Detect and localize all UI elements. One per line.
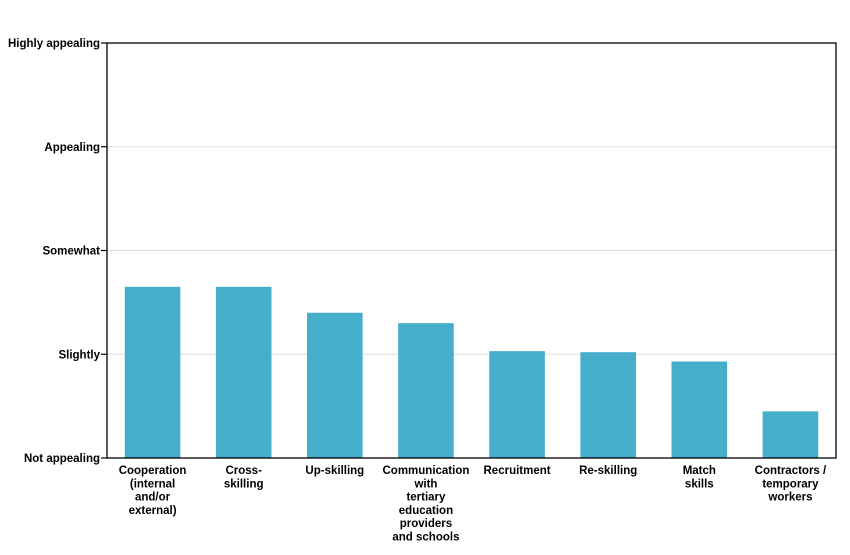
x-tick-label-line: workers bbox=[767, 492, 812, 504]
y-axis: Highly appealing Appealing Somewhat Slightl… bbox=[8, 38, 107, 465]
bar bbox=[580, 352, 636, 458]
x-tick-label: Recruitment bbox=[484, 465, 551, 477]
y-tick-label: Somewhat bbox=[42, 246, 100, 258]
bar bbox=[307, 312, 363, 458]
bar bbox=[124, 286, 181, 458]
x-tick-label-line: Communication bbox=[382, 465, 469, 477]
x-tick-label-line: temporary bbox=[762, 478, 819, 490]
x-tick-label: Communication with tertiary education provid… bbox=[382, 465, 469, 544]
x-tick-label-line: skilling bbox=[224, 478, 264, 490]
x-tick-label-line: and schools bbox=[392, 532, 459, 544]
x-tick-label-line: with bbox=[413, 478, 437, 490]
x-tick-label-line: education bbox=[399, 505, 453, 517]
x-tick-label: Cooperation (internal and/or external) bbox=[119, 465, 187, 517]
x-axis: Cooperation (internal and/or external) Cross… bbox=[119, 465, 827, 544]
bar bbox=[215, 286, 272, 458]
x-tick-label-line: Recruitment bbox=[484, 465, 551, 477]
bar bbox=[489, 351, 545, 458]
y-tick-label: Slightly bbox=[58, 349, 100, 361]
bar bbox=[762, 411, 819, 458]
y-tick-label: Highly appealing bbox=[8, 38, 100, 50]
x-tick-label-line: tertiary bbox=[406, 492, 446, 504]
x-tick-label-line: external) bbox=[129, 505, 177, 517]
x-tick-label-line: skills bbox=[685, 478, 714, 490]
x-tick-label: Re-skilling bbox=[579, 465, 637, 477]
x-tick-label-line: (internal bbox=[130, 478, 175, 490]
x-tick-label-line: Match bbox=[683, 465, 716, 477]
bars bbox=[124, 286, 819, 458]
y-tick-label: Not appealing bbox=[24, 453, 100, 465]
x-tick-label: Match skills bbox=[683, 465, 716, 490]
x-tick-label-line: providers bbox=[400, 518, 452, 530]
x-tick-label: Up-skilling bbox=[305, 465, 364, 477]
x-tick-label-line: Cooperation bbox=[119, 465, 187, 477]
x-tick-label-line: Contractors / bbox=[755, 465, 827, 477]
bar bbox=[398, 323, 454, 458]
x-tick-label: Cross-skilling bbox=[224, 465, 264, 490]
y-tick-label: Appealing bbox=[44, 142, 100, 154]
x-tick-label-line: Cross- bbox=[225, 465, 262, 477]
x-tick-label-line: and/or bbox=[135, 492, 171, 504]
bar bbox=[671, 361, 728, 458]
x-tick-label-line: Up-skilling bbox=[305, 465, 364, 477]
x-tick-label: Contractors / temporary workers bbox=[755, 465, 827, 504]
x-tick-label-line: Re-skilling bbox=[579, 465, 637, 477]
